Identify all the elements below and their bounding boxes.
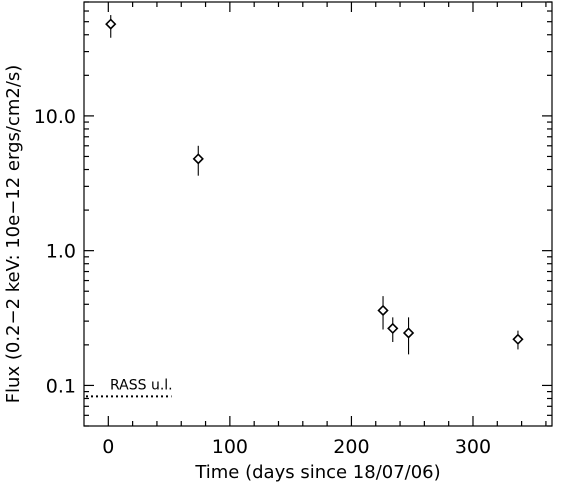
y-axis-title: Flux (0.2−2 keV: 10e−12 ergs/cm2/s) — [3, 65, 24, 404]
data-point — [192, 145, 204, 176]
x-tick-label: 200 — [333, 436, 369, 458]
data-point — [512, 330, 524, 350]
y-tick-label: 0.1 — [46, 375, 76, 397]
data-points — [105, 15, 524, 355]
plot-border — [83, 1, 553, 427]
diamond-marker — [402, 327, 415, 339]
diamond-marker — [387, 322, 399, 335]
data-point — [377, 296, 389, 330]
x-tick-label: 100 — [212, 436, 248, 458]
diamond-marker — [105, 18, 117, 30]
upper-limit-label: RASS u.l. — [110, 377, 173, 393]
data-point — [402, 317, 415, 355]
y-tick-label: 10.0 — [34, 106, 76, 128]
y-tick-label: 1.0 — [46, 241, 76, 263]
upper-limit-group: RASS u.l. — [86, 377, 173, 398]
diamond-marker — [512, 333, 524, 345]
data-point — [387, 317, 399, 343]
y-axis-ticks: 0.1 1.0 10.0 — [34, 1, 552, 427]
x-tick-label: 300 — [455, 436, 491, 458]
x-tick-label: 0 — [102, 436, 114, 458]
x-axis-ticks: 0 100 200 300 — [102, 2, 547, 458]
x-axis-title: Time (days since 18/07/06) — [194, 462, 440, 483]
diamond-marker — [377, 304, 389, 317]
plot-frame — [83, 1, 553, 427]
diamond-marker — [192, 153, 204, 165]
data-point — [105, 15, 117, 38]
